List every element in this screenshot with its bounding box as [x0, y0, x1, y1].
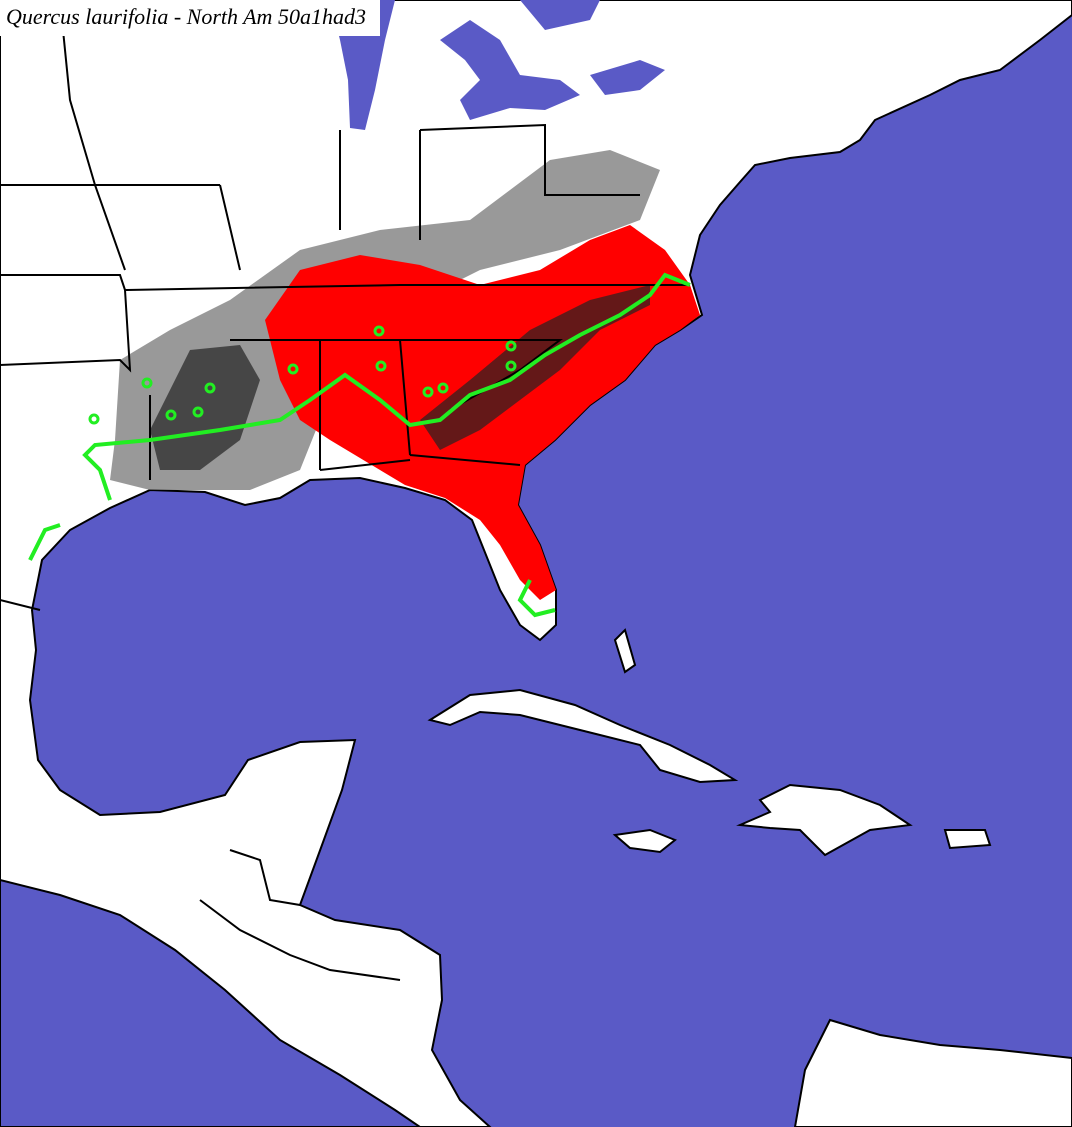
map-title: Quercus laurifolia - North Am 50a1had3 [0, 0, 380, 36]
range-outline [28, 272, 691, 618]
dark-area [150, 285, 650, 470]
pacific [0, 878, 422, 1127]
islands [427, 628, 992, 857]
borders [0, 0, 690, 981]
land-south-america [793, 1018, 1072, 1127]
occurrence-points [88, 325, 517, 425]
